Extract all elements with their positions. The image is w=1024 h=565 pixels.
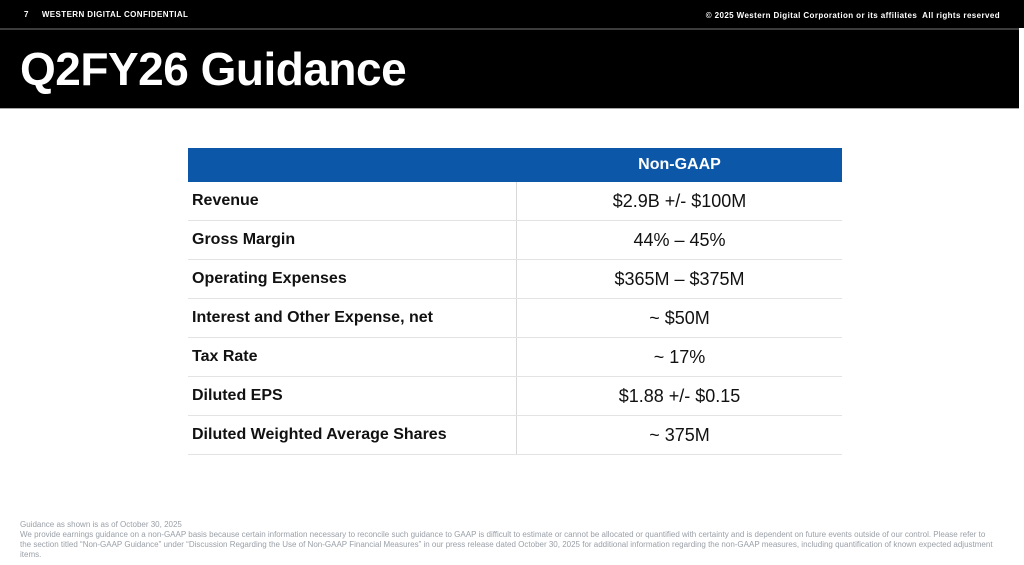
table-row: Diluted EPS $1.88 +/- $0.15 xyxy=(188,377,842,416)
slide-title: Q2FY26 Guidance xyxy=(20,43,407,95)
table-row: Tax Rate ~ 17% xyxy=(188,338,842,377)
guidance-table: Non-GAAP Revenue $2.9B +/- $100M Gross M… xyxy=(188,148,842,455)
footnote-disclaimer: We provide earnings guidance on a non-GA… xyxy=(20,530,993,559)
row-label-interest-other-expense: Interest and Other Expense, net xyxy=(188,299,517,337)
top-confidential-bar: 7 WESTERN DIGITAL CONFIDENTIAL © 2025 We… xyxy=(0,0,1024,28)
table-row: Revenue $2.9B +/- $100M xyxy=(188,182,842,221)
title-banner: Q2FY26 Guidance xyxy=(0,28,1019,109)
row-label-revenue: Revenue xyxy=(188,182,517,220)
topbar-right-group: © 2025 Western Digital Corporation or it… xyxy=(706,5,1024,23)
table-row: Interest and Other Expense, net ~ $50M xyxy=(188,299,842,338)
row-value-diluted-eps: $1.88 +/- $0.15 xyxy=(618,385,741,406)
table-header: Non-GAAP xyxy=(188,148,842,182)
row-value-diluted-shares: ~ 375M xyxy=(649,424,710,445)
table-header-label: Non-GAAP xyxy=(638,156,721,173)
footnote-date-line: Guidance as shown is as of October 30, 2… xyxy=(20,520,182,529)
row-label-diluted-shares: Diluted Weighted Average Shares xyxy=(188,416,517,454)
footnotes: Guidance as shown is as of October 30, 2… xyxy=(20,520,996,560)
table-row: Diluted Weighted Average Shares ~ 375M xyxy=(188,416,842,455)
row-label-operating-expenses: Operating Expenses xyxy=(188,260,517,298)
row-value-gross-margin: 44% – 45% xyxy=(633,229,726,250)
row-label-diluted-eps: Diluted EPS xyxy=(188,377,517,415)
copyright-text: © 2025 Western Digital Corporation or it… xyxy=(705,11,1000,20)
row-label-tax-rate: Tax Rate xyxy=(188,338,517,376)
row-value-operating-expenses: $365M – $375M xyxy=(614,268,745,289)
row-value-tax-rate: ~ 17% xyxy=(653,346,706,367)
table-row: Gross Margin 44% – 45% xyxy=(188,221,842,260)
table-row: Operating Expenses $365M – $375M xyxy=(188,260,842,299)
row-value-interest-other-expense: ~ $50M xyxy=(649,307,710,328)
row-label-gross-margin: Gross Margin xyxy=(188,221,517,259)
table-header-spacer xyxy=(188,148,517,182)
row-value-revenue: $2.9B +/- $100M xyxy=(612,190,747,211)
page-number: 7 xyxy=(24,9,29,19)
confidential-label: WESTERN DIGITAL CONFIDENTIAL xyxy=(41,9,189,19)
topbar-left-group: 7 WESTERN DIGITAL CONFIDENTIAL xyxy=(0,10,188,19)
